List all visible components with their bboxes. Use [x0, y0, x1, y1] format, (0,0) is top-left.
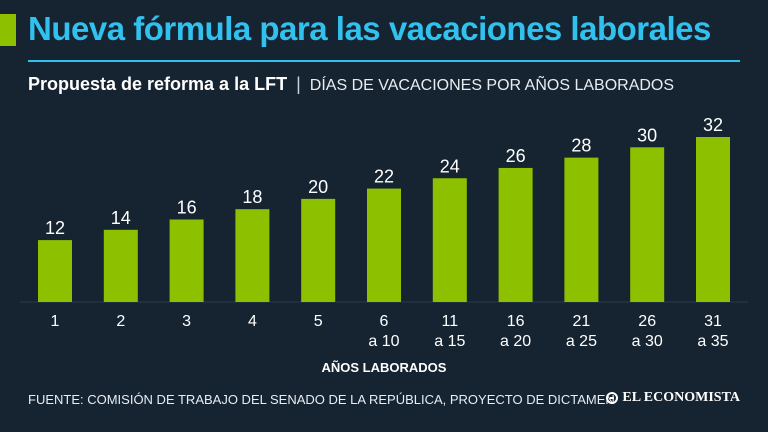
title-accent-block	[0, 14, 16, 46]
bar-value-label: 24	[440, 156, 460, 176]
x-tick-label: 21	[573, 313, 591, 330]
subtitle-separator: |	[296, 74, 301, 94]
x-axis-title: AÑOS LABORADOS	[321, 360, 447, 375]
x-tick-label: a 25	[566, 333, 597, 350]
bar-3	[169, 219, 204, 302]
bar-5	[301, 198, 336, 302]
bar-value-label: 12	[45, 218, 65, 238]
el-economista-logo-icon	[606, 392, 619, 404]
x-tick-label: 4	[248, 313, 257, 330]
bar-value-label: 18	[242, 187, 262, 207]
x-tick-label: a 35	[697, 333, 728, 350]
bar-8	[498, 167, 533, 302]
bar-value-label: 26	[506, 146, 526, 166]
bar-value-label: 28	[571, 136, 591, 156]
subtitle-caps: DÍAS DE VACACIONES POR AÑOS LABORADOS	[309, 77, 675, 94]
bar-4	[235, 209, 270, 302]
bar-7	[432, 178, 467, 302]
bar-9	[564, 157, 599, 302]
bar-2	[103, 229, 138, 302]
x-tick-label: 2	[116, 313, 125, 330]
x-tick-label: a 20	[500, 333, 531, 350]
bar-value-label: 20	[308, 177, 328, 197]
logo-text: EL ECONOMISTA	[622, 390, 740, 405]
bar-10	[630, 147, 665, 302]
bar-value-label: 16	[177, 198, 197, 218]
bar-6	[367, 188, 401, 302]
x-tick-label: a 30	[632, 333, 663, 350]
x-tick-label: 16	[507, 313, 525, 330]
bar-value-label: 32	[703, 115, 723, 135]
x-tick-label: 11	[441, 313, 458, 330]
bar-11	[696, 137, 730, 302]
chart-subtitle: Propuesta de reforma a la LFT | DÍAS DE …	[28, 74, 674, 95]
subtitle-bold: Propuesta de reforma a la LFT	[28, 74, 288, 94]
x-tick-label: 5	[314, 313, 323, 330]
publisher-logo: EL ECONOMISTA	[606, 390, 740, 406]
source-note: FUENTE: COMISIÓN DE TRABAJO DEL SENADO D…	[28, 392, 615, 407]
x-tick-label: 1	[51, 313, 60, 330]
x-tick-label: a 15	[434, 333, 465, 350]
bar-value-label: 30	[637, 125, 657, 145]
x-tick-label: 26	[638, 313, 656, 330]
x-tick-label: 3	[182, 313, 191, 330]
bar-value-label: 22	[374, 167, 394, 187]
bar-value-label: 14	[111, 208, 131, 228]
x-tick-label: a 10	[368, 333, 399, 350]
x-tick-label: 31	[704, 313, 722, 330]
bar-1	[38, 240, 72, 302]
title-divider	[28, 60, 740, 62]
page-title: Nueva fórmula para las vacaciones labora…	[28, 10, 711, 47]
x-tick-label: 6	[380, 313, 389, 330]
